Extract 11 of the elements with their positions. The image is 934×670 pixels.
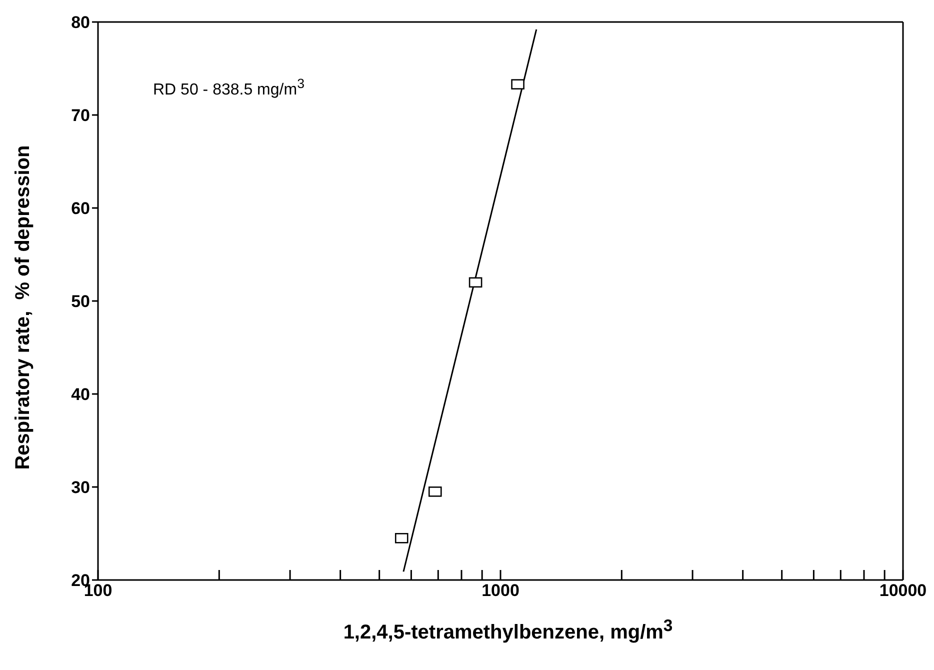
y-tick-label: 50	[71, 292, 90, 312]
annotation: RD 50 - 838.5 mg/m$^{3}$	[153, 76, 304, 100]
y-tick-label: 30	[71, 478, 90, 498]
x-tick-label: 10000	[879, 581, 927, 600]
y-tick-label: 60	[71, 199, 90, 218]
y-tick-label: 40	[71, 385, 90, 404]
y-axis-title: Respiratory rate, % of depression	[12, 144, 34, 470]
x-tick-label: 1000	[482, 581, 520, 600]
y-tick-label: 80	[71, 13, 90, 32]
x-axis-title: 1,2,4,5-tetramethylbenzene, mg/m$^{3}$	[342, 616, 674, 645]
y-tick-label: 70	[71, 106, 90, 126]
